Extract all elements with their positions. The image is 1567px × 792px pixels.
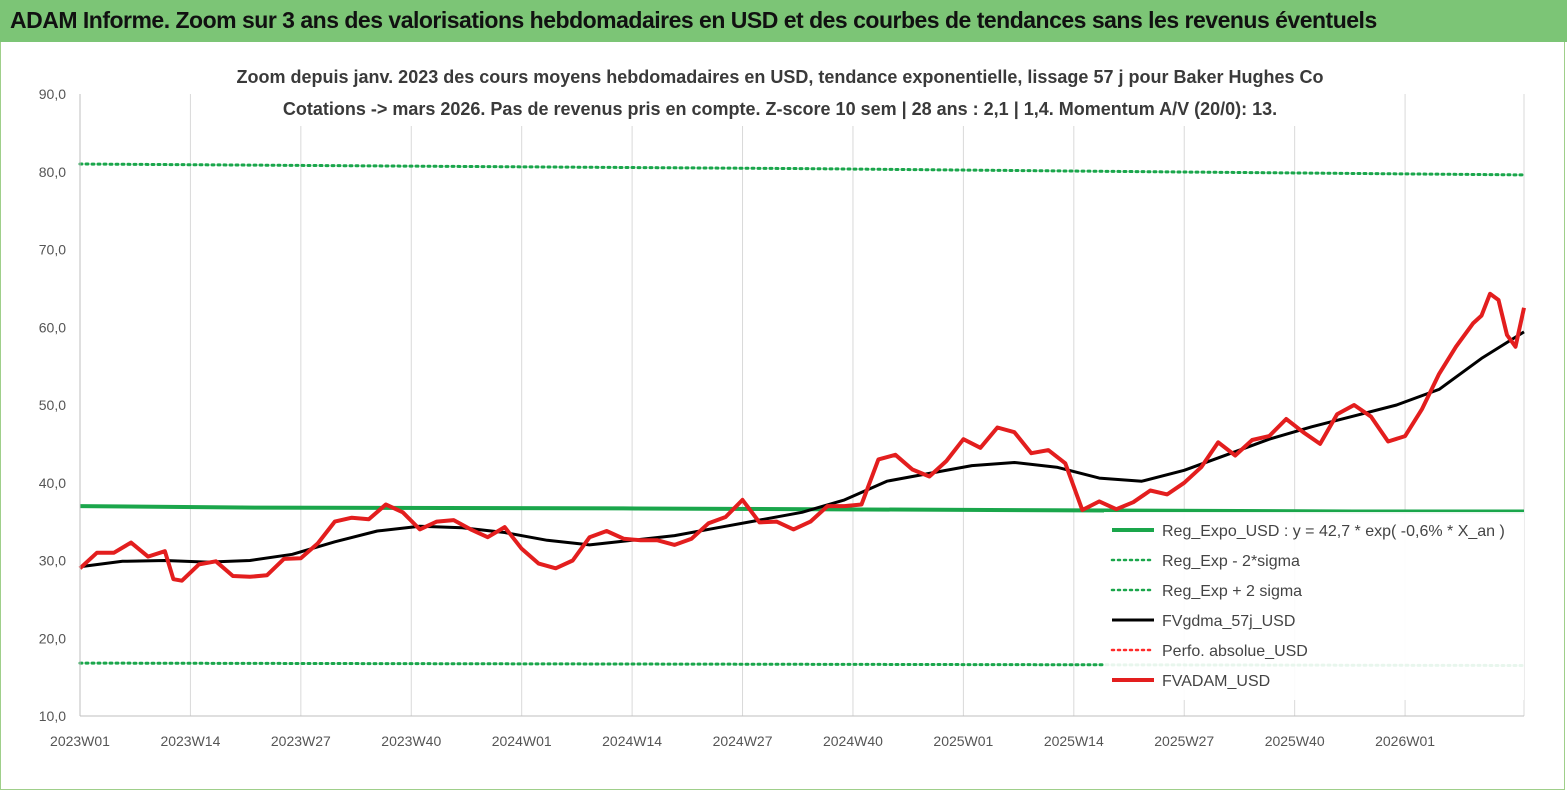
x-tick-label: 2024W01 <box>492 733 552 749</box>
y-tick-label: 50,0 <box>39 397 66 413</box>
x-tick-label: 2023W14 <box>160 733 220 749</box>
legend-label-3: FVgdma_57j_USD <box>1162 613 1295 630</box>
chart-subtitle-line2: Cotations -> mars 2026. Pas de revenus p… <box>283 99 1277 119</box>
legend-label-0: Reg_Expo_USD : y = 42,7 * exp( -0,6% * X… <box>1162 523 1505 540</box>
series-line-2 <box>78 162 1526 177</box>
y-tick-label: 30,0 <box>39 553 66 569</box>
y-tick-label: 80,0 <box>39 164 66 180</box>
y-tick-label: 10,0 <box>39 708 66 724</box>
y-tick-label: 60,0 <box>39 319 66 335</box>
page-title: ADAM Informe. Zoom sur 3 ans des valoris… <box>10 7 1377 33</box>
legend: Reg_Expo_USD : y = 42,7 * exp( -0,6% * X… <box>1104 512 1524 700</box>
series-line-0 <box>79 504 1524 514</box>
chart-subtitle-line1: Zoom depuis janv. 2023 des cours moyens … <box>237 67 1324 87</box>
x-tick-label: 2025W01 <box>933 733 993 749</box>
x-tick-label: 2025W14 <box>1044 733 1104 749</box>
x-tick-label: 2025W27 <box>1154 733 1214 749</box>
x-tick-label: 2024W40 <box>823 733 883 749</box>
y-tick-label: 40,0 <box>39 475 66 491</box>
x-tick-label: 2024W27 <box>713 733 773 749</box>
axis-layer: 10,0 20,0 30,0 40,0 50,0 60,0 70,0 80,0 90,0 2023… <box>39 86 1524 749</box>
y-tick-label: 70,0 <box>39 242 66 258</box>
legend-background <box>1104 512 1524 700</box>
x-tick-label: 2023W27 <box>271 733 331 749</box>
x-tick-label: 2025W40 <box>1265 733 1325 749</box>
subtitle-background <box>250 60 1320 126</box>
legend-label-1: Reg_Exp - 2*sigma <box>1162 553 1300 570</box>
legend-label-4: Perfo. absolue_USD <box>1162 643 1308 660</box>
x-tick-label: 2026W01 <box>1375 733 1435 749</box>
header-bar: ADAM Informe. Zoom sur 3 ans des valoris… <box>0 0 1567 42</box>
y-tick-label: 90,0 <box>39 86 66 102</box>
series-line-3 <box>79 330 1525 569</box>
x-tick-label: 2023W01 <box>50 733 110 749</box>
chart-svg: 10,0 20,0 30,0 40,0 50,0 60,0 70,0 80,0 90,0 2023… <box>39 60 1526 749</box>
series-line-5 <box>78 291 1526 583</box>
y-tick-label: 20,0 <box>39 630 66 646</box>
legend-label-5: FVADAM_USD <box>1162 673 1270 690</box>
legend-label-2: Reg_Exp + 2 sigma <box>1162 583 1302 600</box>
x-tick-label: 2024W14 <box>602 733 662 749</box>
x-tick-label: 2023W40 <box>381 733 441 749</box>
